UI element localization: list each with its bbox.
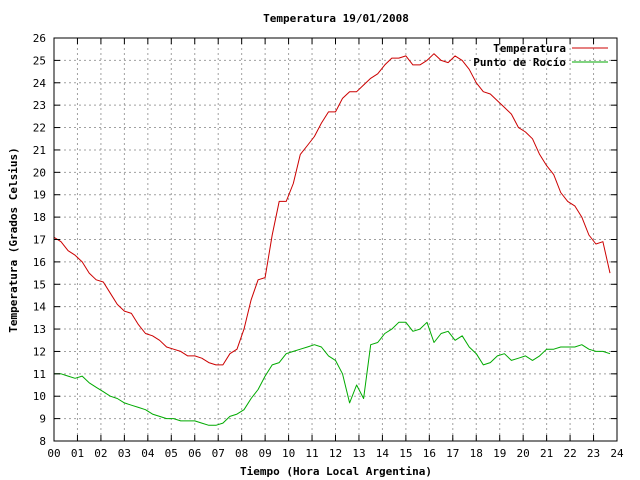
x-tick-label: 19: [493, 447, 506, 460]
y-tick-label: 18: [33, 211, 46, 224]
x-tick-label: 00: [47, 447, 60, 460]
legend-label: Temperatura: [493, 42, 566, 55]
y-tick-label: 20: [33, 166, 46, 179]
series-layer: [53, 53, 611, 426]
x-tick-label: 01: [71, 447, 84, 460]
series-line-temperatura: [53, 53, 611, 366]
y-tick-label: 24: [33, 77, 47, 90]
y-tick-label: 25: [33, 54, 46, 67]
x-tick-label: 21: [540, 447, 553, 460]
axis-ticks: [53, 37, 618, 442]
chart-title: Temperatura 19/01/2008: [263, 12, 409, 25]
y-tick-label: 8: [39, 435, 46, 448]
x-tick-labels: 00 01 02 03 04 05 06 07 08 09 10 11 12 13 14 15 16 17 18 19…: [47, 447, 624, 460]
y-tick-label: 15: [33, 278, 46, 291]
x-tick-label: 24: [610, 447, 624, 460]
x-tick-label: 20: [517, 447, 530, 460]
series-line-punto-de-roc-o: [54, 321, 611, 426]
x-tick-label: 04: [141, 447, 155, 460]
y-tick-label: 26: [33, 32, 46, 45]
x-tick-label: 23: [587, 447, 600, 460]
x-tick-label: 17: [446, 447, 459, 460]
x-tick-label: 15: [399, 447, 412, 460]
y-tick-label: 9: [39, 413, 46, 426]
x-tick-label: 03: [118, 447, 131, 460]
y-tick-label: 21: [33, 144, 46, 157]
x-tick-label: 22: [563, 447, 576, 460]
x-tick-label: 09: [259, 447, 272, 460]
x-tick-label: 05: [165, 447, 178, 460]
y-tick-label: 11: [33, 368, 46, 381]
x-tick-label: 06: [188, 447, 201, 460]
x-tick-label: 02: [94, 447, 107, 460]
y-tick-label: 10: [33, 390, 46, 403]
x-tick-label: 14: [376, 447, 390, 460]
y-tick-label: 17: [33, 234, 46, 247]
y-tick-label: 19: [33, 189, 46, 202]
y-axis-label: Temperatura (Grados Celsius): [7, 147, 20, 332]
y-tick-label: 22: [33, 122, 46, 135]
x-axis-label: Tiempo (Hora Local Argentina): [240, 465, 432, 478]
y-tick-label: 12: [33, 345, 46, 358]
y-tick-label: 23: [33, 99, 46, 112]
y-tick-labels: 8 9 10 11 12 13 14 15 16 17 18 19 20 21 22 23 24 25 26: [33, 32, 47, 448]
x-tick-label: 12: [329, 447, 342, 460]
legend-label: Punto de Rocío: [473, 56, 566, 69]
x-tick-label: 10: [282, 447, 295, 460]
x-tick-label: 07: [212, 447, 225, 460]
x-tick-label: 08: [235, 447, 248, 460]
x-tick-label: 18: [470, 447, 483, 460]
y-tick-label: 14: [33, 301, 47, 314]
x-tick-label: 13: [352, 447, 365, 460]
grid: [54, 38, 617, 441]
y-tick-label: 16: [33, 256, 46, 269]
x-tick-label: 11: [305, 447, 318, 460]
x-tick-label: 16: [423, 447, 436, 460]
y-tick-label: 13: [33, 323, 46, 336]
